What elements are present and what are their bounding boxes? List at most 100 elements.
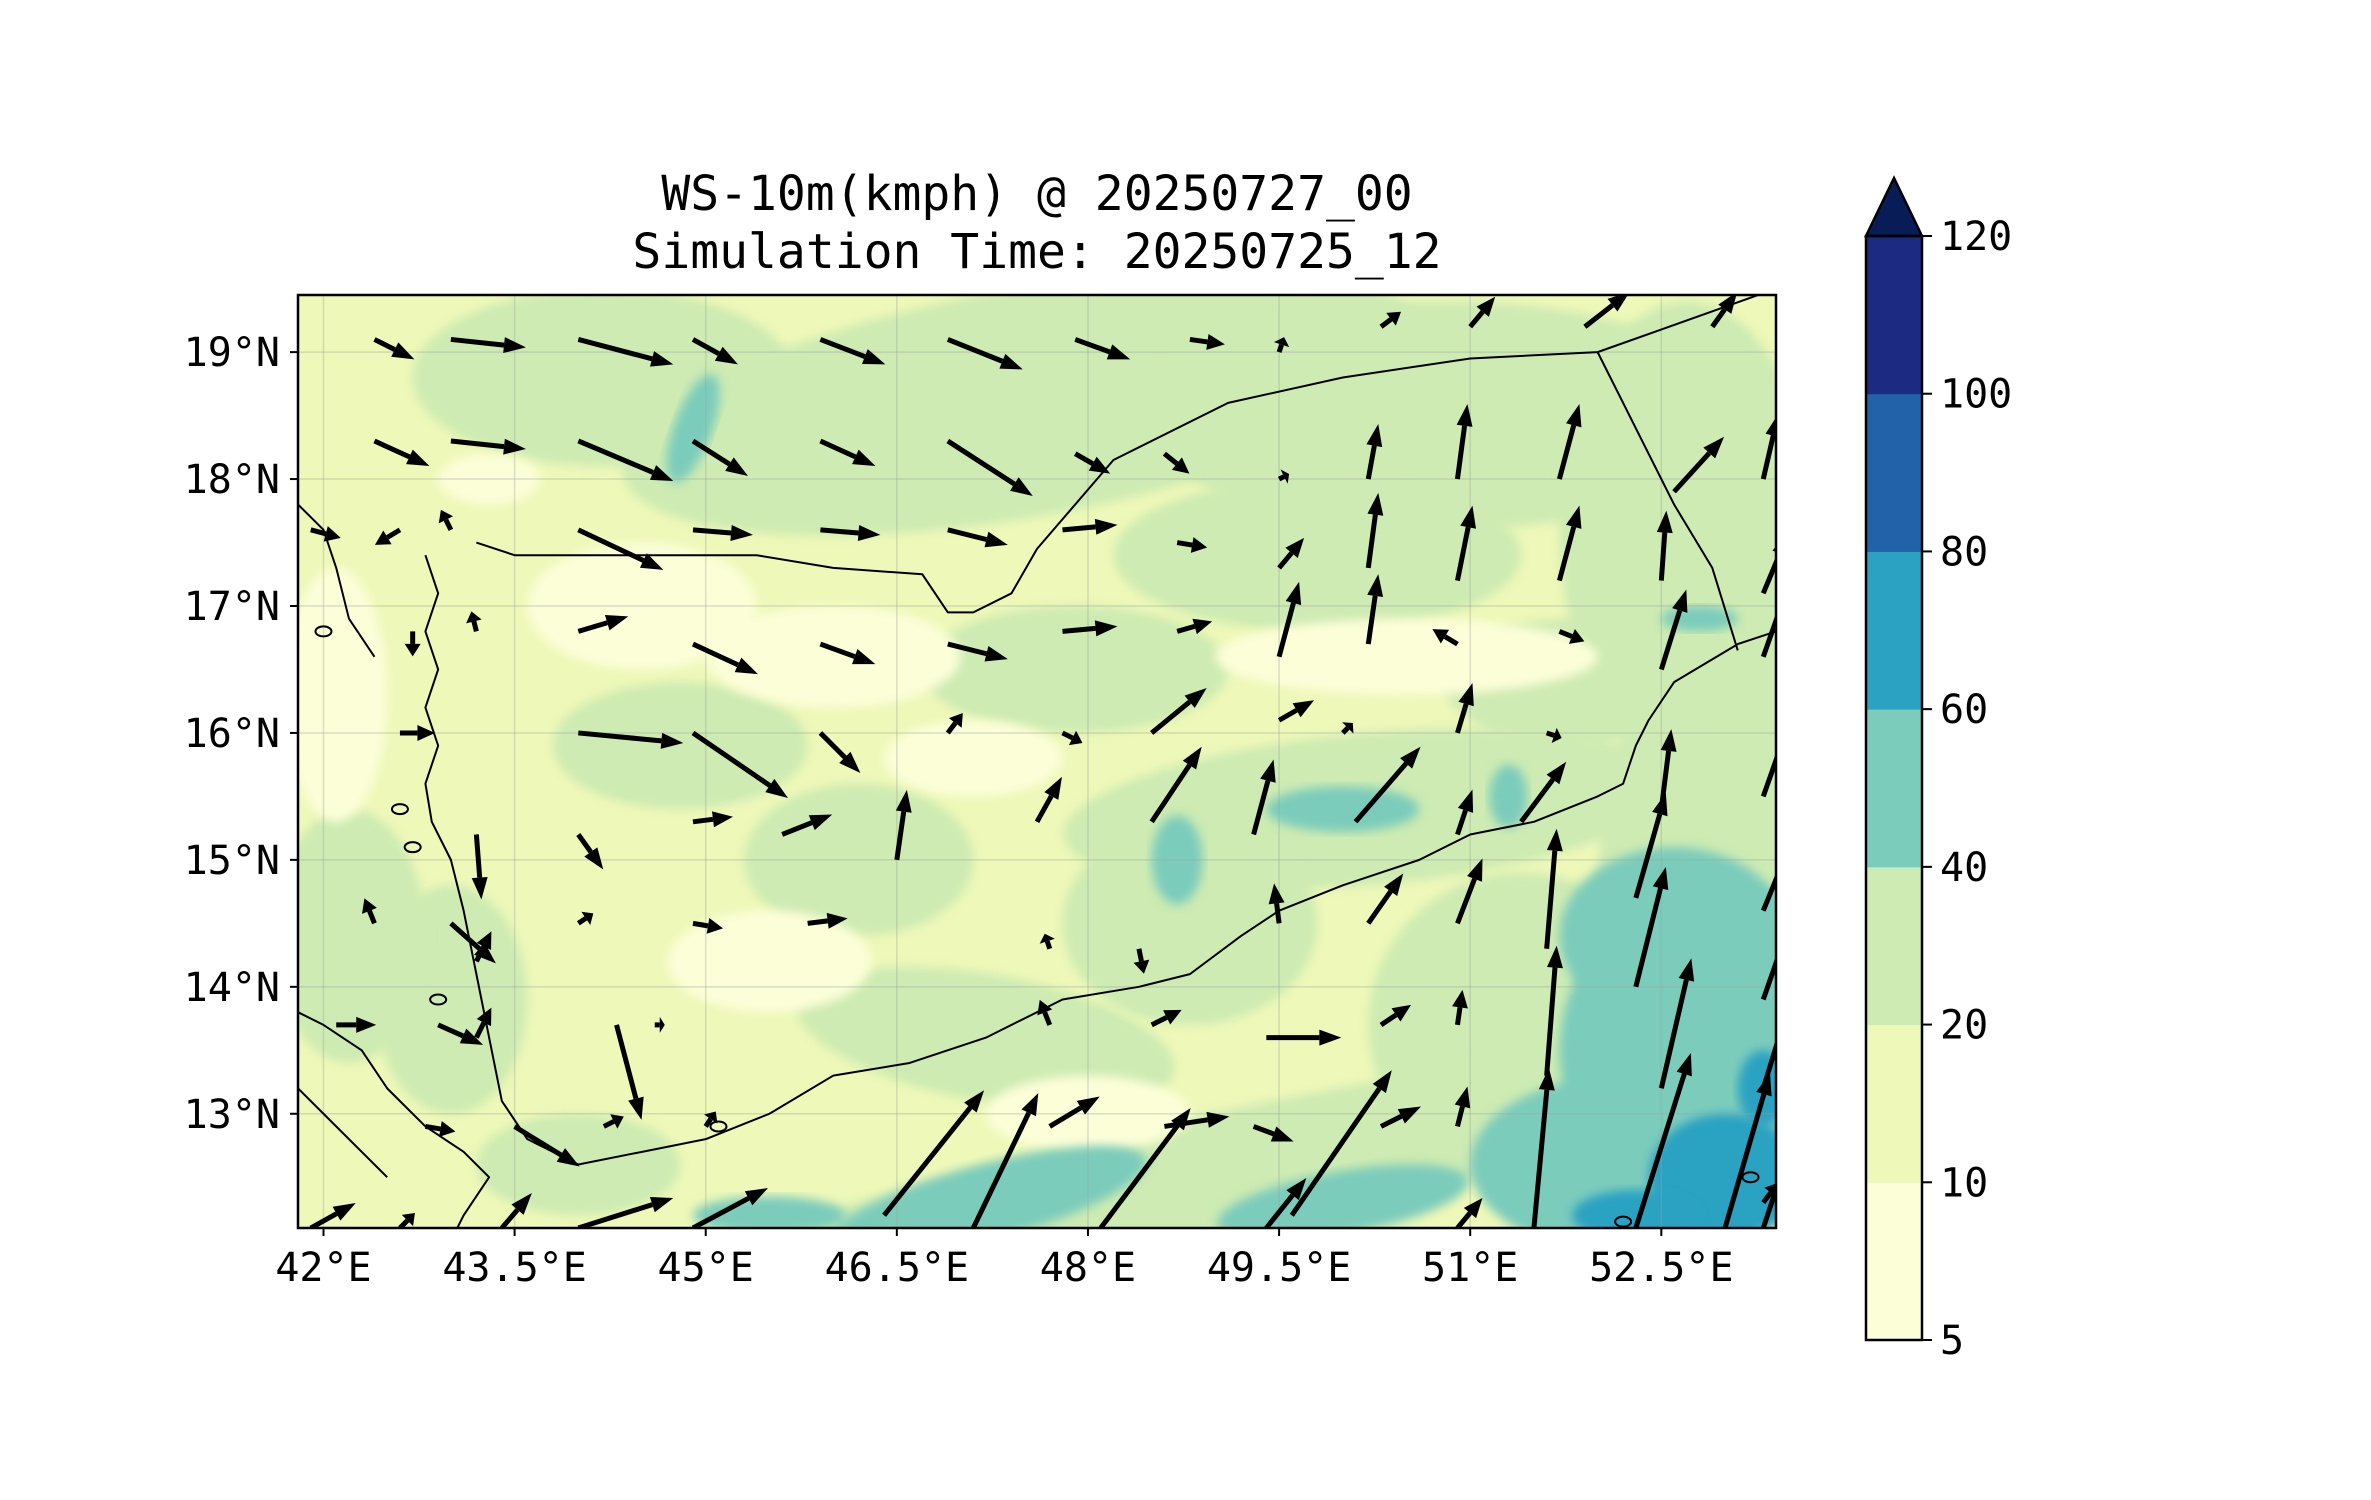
wind-arrow-shaft bbox=[450, 438, 505, 450]
lon-tick-label: 48°E bbox=[1040, 1245, 1136, 1291]
wind-arrow-head bbox=[765, 778, 788, 798]
wind-speed-patch bbox=[298, 567, 388, 822]
wind-arrow-shaft bbox=[1760, 434, 1776, 480]
wind-arrow bbox=[1545, 727, 1562, 744]
wind-arrow bbox=[1452, 989, 1468, 1026]
wind-arrow bbox=[691, 730, 788, 798]
wind-arrow-head bbox=[1206, 1111, 1230, 1128]
wind-arrow-head bbox=[1021, 1093, 1039, 1117]
wind-arrow bbox=[1454, 1086, 1471, 1128]
wind-arrow-head bbox=[1367, 574, 1384, 597]
wind-arrow-shaft bbox=[1366, 889, 1393, 925]
colorbar: 5 10 20 40 60 80 100 120 bbox=[1864, 175, 2012, 1364]
wind-speed-patch bbox=[1217, 1164, 1469, 1228]
wind-arrow bbox=[1455, 505, 1476, 582]
wind-arrow-head bbox=[852, 449, 876, 466]
wind-arrow-head bbox=[1783, 900, 1798, 923]
wind-arrow bbox=[1432, 629, 1459, 647]
wind-arrow-head bbox=[466, 611, 482, 624]
wind-arrow-head bbox=[1391, 1004, 1412, 1022]
wind-arrow-shaft bbox=[691, 730, 772, 788]
wind-arrow bbox=[1365, 574, 1384, 645]
wind-arrow-head bbox=[1460, 505, 1476, 529]
wind-arrow-shaft bbox=[1760, 1181, 1776, 1228]
wind-arrow-shaft bbox=[513, 1124, 563, 1158]
wind-arrow-head bbox=[1703, 436, 1725, 459]
colorbar-segment bbox=[1866, 866, 1922, 1026]
wind-speed-patch bbox=[667, 910, 872, 1013]
island bbox=[314, 625, 333, 638]
wind-arrow bbox=[947, 527, 1008, 548]
wind-arrow bbox=[820, 525, 881, 541]
colorbar-frame bbox=[1864, 234, 1924, 1342]
wind-arrow-shaft bbox=[1098, 1124, 1180, 1228]
wind-arrow bbox=[1062, 518, 1118, 535]
wind-arrow bbox=[1544, 828, 1563, 949]
wind-arrow-shaft bbox=[309, 1211, 338, 1228]
map-area bbox=[296, 293, 1798, 1230]
wind-arrow-shaft bbox=[1544, 967, 1558, 1076]
wind-arrow bbox=[577, 337, 674, 367]
wind-arrow-head bbox=[1463, 1198, 1483, 1219]
wind-arrow-head bbox=[474, 942, 496, 964]
wind-arrow-shaft bbox=[691, 337, 720, 356]
wind-arrow-shaft bbox=[945, 721, 958, 735]
colorbar-tick-label: 10 bbox=[1940, 1160, 1988, 1206]
lon-tick-label: 43.5°E bbox=[442, 1245, 587, 1291]
wind-arrow bbox=[1633, 866, 1669, 988]
wind-arrow-head bbox=[1184, 687, 1207, 709]
wind-arrow-shaft bbox=[691, 1196, 750, 1228]
wind-arrow-head bbox=[1106, 344, 1131, 360]
wind-arrow bbox=[1558, 628, 1585, 644]
colorbar-segment bbox=[1866, 1024, 1922, 1183]
wind-arrow bbox=[1365, 424, 1383, 480]
wind-arrow-head bbox=[1568, 628, 1585, 644]
wind-arrow-shaft bbox=[577, 337, 653, 362]
wind-arrow-head bbox=[1273, 337, 1290, 348]
wind-arrow-head bbox=[1660, 729, 1677, 752]
wind-arrow bbox=[1273, 337, 1290, 353]
wind-arrow bbox=[1455, 789, 1474, 836]
wind-arrow-head bbox=[406, 449, 430, 466]
wind-arrow-head bbox=[1285, 581, 1302, 606]
wind-arrow bbox=[1379, 1106, 1422, 1129]
wind-arrow bbox=[577, 615, 629, 634]
wind-arrow bbox=[1468, 296, 1496, 329]
wind-arrow bbox=[471, 834, 488, 900]
wind-arrow bbox=[449, 921, 496, 964]
wind-arrow-shaft bbox=[819, 641, 856, 659]
wind-arrow bbox=[1062, 620, 1118, 637]
wind-arrow-shaft bbox=[1276, 343, 1284, 353]
wind-speed-patch bbox=[922, 606, 1229, 733]
wind-arrow bbox=[499, 1193, 532, 1228]
wind-speed-patch bbox=[1266, 786, 1420, 832]
wind-arrow bbox=[1037, 999, 1053, 1026]
wind-arrow-head bbox=[660, 732, 684, 749]
wind-arrow-shaft bbox=[1468, 310, 1485, 329]
wind-arrow-head bbox=[948, 712, 963, 728]
wind-arrow-shaft bbox=[1150, 1015, 1168, 1028]
wind-arrow-shaft bbox=[1044, 940, 1053, 950]
wind-arrow-head bbox=[604, 615, 629, 631]
wind-arrow-shaft bbox=[1365, 514, 1378, 569]
wind-arrow-shaft bbox=[1379, 1012, 1398, 1027]
wind-arrow-shaft bbox=[1252, 1124, 1275, 1137]
wind-arrow bbox=[1760, 752, 1776, 798]
wind-arrow-shaft bbox=[1760, 872, 1776, 912]
map-title: WS-10m(kmph) @ 20250727_00 bbox=[661, 166, 1413, 222]
wind-arrow-head bbox=[1270, 1126, 1294, 1142]
wind-arrow-shaft bbox=[781, 820, 813, 837]
wind-arrow-shaft bbox=[1274, 903, 1282, 924]
wind-arrow-shaft bbox=[1760, 613, 1776, 658]
wind-speed-patch bbox=[693, 1196, 846, 1228]
wind-arrow-head bbox=[1456, 404, 1473, 427]
lat-tick-label: 17°N bbox=[184, 584, 280, 630]
map-subtitle: Simulation Time: 20250725_12 bbox=[632, 224, 1442, 280]
wind-speed-patch bbox=[1215, 618, 1598, 695]
colorbar-segment bbox=[1866, 1182, 1922, 1341]
wind-arrow-shaft bbox=[425, 1123, 441, 1132]
wind-arrow-shaft bbox=[1531, 1089, 1550, 1228]
wind-arrow-head bbox=[1400, 746, 1421, 769]
wind-arrow-shaft bbox=[1341, 726, 1350, 735]
wind-arrow bbox=[466, 611, 482, 632]
